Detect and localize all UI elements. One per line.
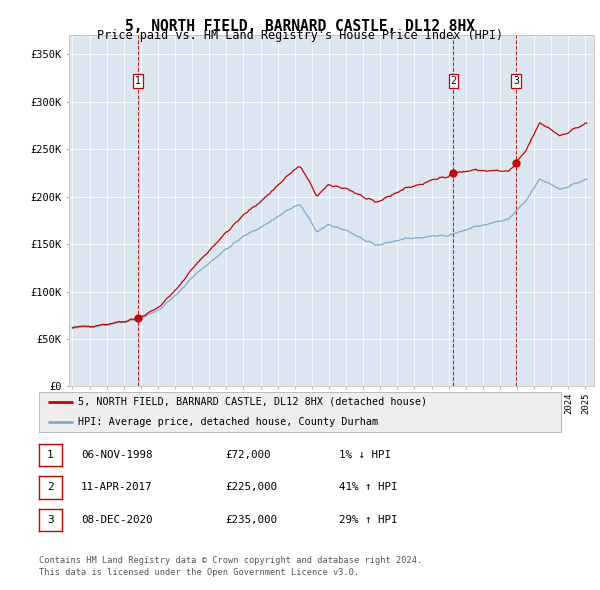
- Text: 1: 1: [47, 450, 54, 460]
- Text: 5, NORTH FIELD, BARNARD CASTLE, DL12 8HX: 5, NORTH FIELD, BARNARD CASTLE, DL12 8HX: [125, 19, 475, 34]
- Text: 29% ↑ HPI: 29% ↑ HPI: [339, 515, 397, 525]
- Text: This data is licensed under the Open Government Licence v3.0.: This data is licensed under the Open Gov…: [39, 568, 359, 577]
- Text: 11-APR-2017: 11-APR-2017: [81, 483, 152, 492]
- Text: 3: 3: [47, 515, 54, 525]
- Text: £72,000: £72,000: [225, 450, 271, 460]
- Text: £225,000: £225,000: [225, 483, 277, 492]
- Text: Contains HM Land Registry data © Crown copyright and database right 2024.: Contains HM Land Registry data © Crown c…: [39, 556, 422, 565]
- Text: 3: 3: [513, 76, 519, 86]
- Text: Price paid vs. HM Land Registry's House Price Index (HPI): Price paid vs. HM Land Registry's House …: [97, 30, 503, 42]
- Text: 08-DEC-2020: 08-DEC-2020: [81, 515, 152, 525]
- Text: 06-NOV-1998: 06-NOV-1998: [81, 450, 152, 460]
- Text: 2: 2: [47, 483, 54, 492]
- Text: 2: 2: [451, 76, 457, 86]
- Text: 1% ↓ HPI: 1% ↓ HPI: [339, 450, 391, 460]
- Text: £235,000: £235,000: [225, 515, 277, 525]
- Text: 41% ↑ HPI: 41% ↑ HPI: [339, 483, 397, 492]
- Text: 5, NORTH FIELD, BARNARD CASTLE, DL12 8HX (detached house): 5, NORTH FIELD, BARNARD CASTLE, DL12 8HX…: [78, 397, 427, 407]
- Text: HPI: Average price, detached house, County Durham: HPI: Average price, detached house, Coun…: [78, 417, 378, 427]
- Text: 1: 1: [136, 76, 141, 86]
